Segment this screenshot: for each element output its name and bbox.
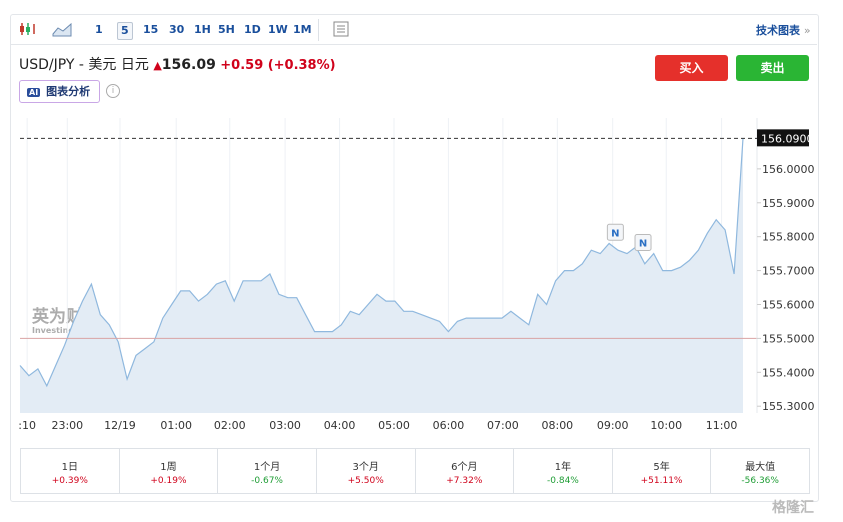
y-tick-label: 155.4000 bbox=[762, 366, 815, 379]
sell-button[interactable]: 卖出 bbox=[736, 55, 809, 81]
performance-cell: 最大值 -56.36% bbox=[711, 449, 809, 493]
period: 6个月 bbox=[451, 462, 478, 473]
interval-button[interactable]: 5H bbox=[218, 23, 235, 36]
interval-button[interactable]: 1 bbox=[95, 23, 103, 36]
ai-button[interactable]: AI 图表分析 bbox=[19, 80, 100, 103]
news-marker bbox=[634, 233, 652, 251]
interval-button[interactable]: 1D bbox=[244, 23, 261, 36]
quote-header: USD/JPY - 美元 日元 ▲156.09 +0.59 (+0.38%) bbox=[19, 54, 336, 74]
last-price-label: 156.0900 bbox=[761, 132, 814, 145]
interval-button[interactable]: 30 bbox=[169, 23, 185, 36]
x-tick-label: :10 bbox=[18, 419, 36, 432]
performance-cell: 1周 +0.19% bbox=[120, 449, 219, 493]
x-tick-label: 06:00 bbox=[433, 419, 465, 432]
performance-cell: 5年 +51.11% bbox=[613, 449, 712, 493]
period: 3个月 bbox=[352, 462, 379, 473]
candle-icon[interactable] bbox=[18, 21, 38, 37]
price-line bbox=[19, 138, 744, 388]
y-tick-label: 155.8000 bbox=[762, 231, 815, 244]
x-tick-label: 07:00 bbox=[487, 419, 519, 432]
period-change: -56.36% bbox=[741, 476, 779, 486]
period: 1年 bbox=[554, 462, 572, 473]
last-price-box bbox=[757, 129, 809, 147]
performance-cell: 3个月 +5.50% bbox=[317, 449, 416, 493]
interval-button[interactable]: 15 bbox=[143, 23, 159, 36]
interval-button[interactable]: 1H bbox=[194, 23, 211, 36]
up-arrow: ▲ bbox=[153, 59, 162, 72]
tech-chart-link[interactable]: 技术图表 » bbox=[756, 22, 811, 38]
toolbar bbox=[10, 14, 817, 45]
performance-cell: 1个月 -0.67% bbox=[218, 449, 317, 493]
period-change: -0.84% bbox=[547, 476, 579, 486]
period-change: -0.67% bbox=[251, 476, 283, 486]
corner-watermark: 格隆汇 bbox=[772, 500, 814, 516]
period-change: +7.32% bbox=[446, 476, 483, 486]
period: 5年 bbox=[653, 462, 670, 473]
y-tick-label: 155.6000 bbox=[762, 298, 815, 311]
info-icon[interactable]: i bbox=[106, 84, 120, 98]
y-tick-label: 156.0000 bbox=[762, 163, 815, 176]
period: 最大值 bbox=[745, 462, 776, 473]
news-marker-label: N bbox=[611, 228, 619, 239]
performance-table: 1日 +0.39% 1周 +0.19% 1个月 -0.67% 3个月 +5.50% 6个月 +7.… bbox=[20, 448, 810, 494]
change-pct: (+0.38%) bbox=[267, 58, 336, 73]
watermark-site: Investing.com bbox=[32, 326, 96, 335]
x-tick-label: 12/19 bbox=[104, 419, 136, 432]
interval-button[interactable]: 5 bbox=[117, 22, 133, 40]
period: 1日 bbox=[61, 462, 78, 473]
performance-cell: 6个月 +7.32% bbox=[416, 449, 515, 493]
news-marker-label: N bbox=[639, 238, 647, 249]
period: 1周 bbox=[160, 462, 177, 473]
y-tick-label: 155.3000 bbox=[762, 400, 815, 413]
area bbox=[20, 138, 743, 414]
change: +0.59 bbox=[220, 58, 264, 73]
widget-card bbox=[10, 14, 819, 502]
x-tick-label: 01:00 bbox=[160, 419, 192, 432]
link-text[interactable]: 技术图表 bbox=[756, 24, 800, 37]
x-tick-label: 05:00 bbox=[378, 419, 410, 432]
x-tick-label: 02:00 bbox=[214, 419, 246, 432]
performance-cell: 1年 -0.84% bbox=[514, 449, 613, 493]
x-tick-label: 10:00 bbox=[650, 419, 682, 432]
pair-name: USD/JPY - 美元 日元 bbox=[19, 57, 149, 73]
period: 1个月 bbox=[253, 462, 281, 473]
x-tick-label: 04:00 bbox=[324, 419, 356, 432]
settings-icon[interactable] bbox=[333, 21, 349, 37]
x-tick-label: 08:00 bbox=[541, 419, 573, 432]
period-change: +51.11% bbox=[640, 476, 683, 486]
y-tick-label: 155.5000 bbox=[762, 332, 815, 345]
x-tick-label: 11:00 bbox=[706, 419, 738, 432]
y-tick-label: 155.9000 bbox=[762, 197, 815, 210]
period-change: +0.19% bbox=[150, 476, 187, 486]
interval-button[interactable]: 1W bbox=[268, 23, 288, 36]
buy-button[interactable]: 买入 bbox=[655, 55, 728, 81]
x-tick-label: 23:00 bbox=[51, 419, 83, 432]
period-change: +0.39% bbox=[51, 476, 88, 486]
interval-button[interactable]: 1M bbox=[293, 23, 312, 36]
price: 156.09 bbox=[161, 57, 216, 73]
ai-badge[interactable]: AI bbox=[27, 88, 41, 97]
y-tick-label: 155.7000 bbox=[762, 265, 815, 278]
news-marker bbox=[606, 223, 624, 241]
area-icon[interactable] bbox=[52, 21, 72, 37]
ai-label[interactable]: 图表分析 bbox=[46, 85, 91, 98]
performance-cell: 1日 +0.39% bbox=[21, 449, 120, 493]
link-arrow[interactable]: » bbox=[803, 24, 811, 37]
divider bbox=[318, 19, 319, 41]
period-change: +5.50% bbox=[347, 476, 384, 486]
x-tick-label: 09:00 bbox=[597, 419, 629, 432]
x-tick-label: 03:00 bbox=[269, 419, 301, 432]
